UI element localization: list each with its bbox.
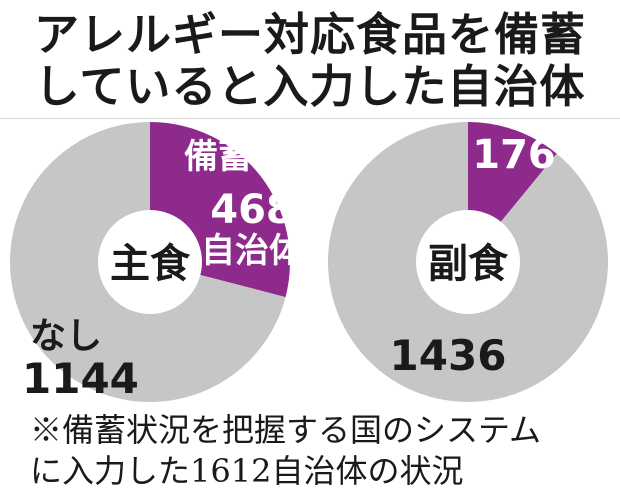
donut-hole-side — [416, 210, 520, 314]
slice-value-side-none: 1436 — [390, 331, 507, 380]
donut-side-dish: 副食 176 1436 — [327, 122, 608, 402]
donut-center-label-side: 副食 — [428, 241, 509, 287]
slice-unit-staple-stocked: 自治体 — [201, 231, 303, 271]
chart-title-line-1: アレルギー対応食品を備蓄 — [33, 8, 586, 61]
slice-value-staple-stocked: 468 — [210, 187, 294, 233]
donut-hole-staple — [98, 210, 202, 314]
donut-staple-food: 主食 備蓄あり 468 自治体 なし 1144 — [9, 122, 320, 403]
footnote-line-1: ※備蓄状況を把握する国のシステム — [30, 411, 542, 449]
donut-center-label-staple: 主食 — [110, 241, 191, 287]
slice-label-staple-none: なし — [30, 316, 102, 357]
slice-value-staple-none: 1144 — [22, 354, 139, 403]
chart-title-line-2: していると入力した自治体 — [34, 60, 586, 113]
footnote-line-2: に入力した1612自治体の状況 — [30, 452, 464, 490]
slice-value-side-stocked: 176 — [472, 132, 556, 178]
slice-label-staple-stocked: 備蓄あり — [184, 137, 320, 177]
title-divider — [0, 118, 620, 119]
